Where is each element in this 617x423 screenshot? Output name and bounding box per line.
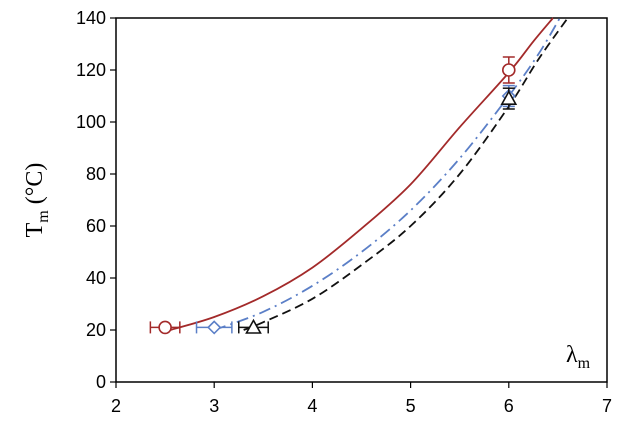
- x-axis-title-sub: m: [578, 355, 591, 372]
- x-tick-label: 4: [307, 396, 317, 416]
- markers: [149, 56, 518, 335]
- data-point-circle: [158, 320, 172, 335]
- series-curve-dash-dot: [213, 17, 561, 331]
- series-curve-solid: [169, 17, 554, 331]
- x-tick-label: 7: [602, 396, 612, 416]
- data-point-circle: [501, 63, 516, 77]
- y-tick-label: 100: [76, 112, 106, 132]
- svg-text:λm: λm: [566, 342, 591, 372]
- y-tick-label: 40: [86, 268, 106, 288]
- y-axis-title: Tm (°C): [22, 163, 52, 238]
- y-tick-label: 80: [86, 164, 106, 184]
- y-axis-title-main: T: [22, 222, 48, 237]
- data-point-triangle: [500, 89, 518, 105]
- x-axis-title: λm: [566, 342, 591, 372]
- data-point-diamond: [207, 320, 222, 335]
- x-tick-label: 5: [406, 396, 416, 416]
- y-tick-label: 0: [96, 372, 106, 392]
- plot-area: 2 3 4 5 6 7 0 20 40 60 80 100 120 140: [76, 8, 612, 416]
- y-ticks: 0 20 40 60 80 100 120 140: [76, 8, 116, 392]
- curves: [169, 17, 569, 331]
- data-point-triangle: [245, 318, 262, 334]
- x-tick-label: 6: [504, 396, 514, 416]
- series-curve-dashed: [243, 17, 569, 331]
- x-tick-label: 2: [111, 396, 121, 416]
- y-tick-label: 20: [86, 320, 106, 340]
- y-axis-title-sub: m: [35, 210, 52, 223]
- x-tick-label: 3: [209, 396, 219, 416]
- x-ticks: 2 3 4 5 6 7: [111, 382, 612, 416]
- plot-frame: [115, 17, 608, 383]
- y-axis-title-unit: (°C): [22, 163, 48, 205]
- y-tick-label: 140: [76, 8, 106, 28]
- x-axis-title-main: λ: [566, 342, 578, 368]
- svg-text:Tm(°C): Tm (°C): [22, 163, 52, 238]
- y-tick-label: 60: [86, 216, 106, 236]
- y-tick-label: 120: [76, 60, 106, 80]
